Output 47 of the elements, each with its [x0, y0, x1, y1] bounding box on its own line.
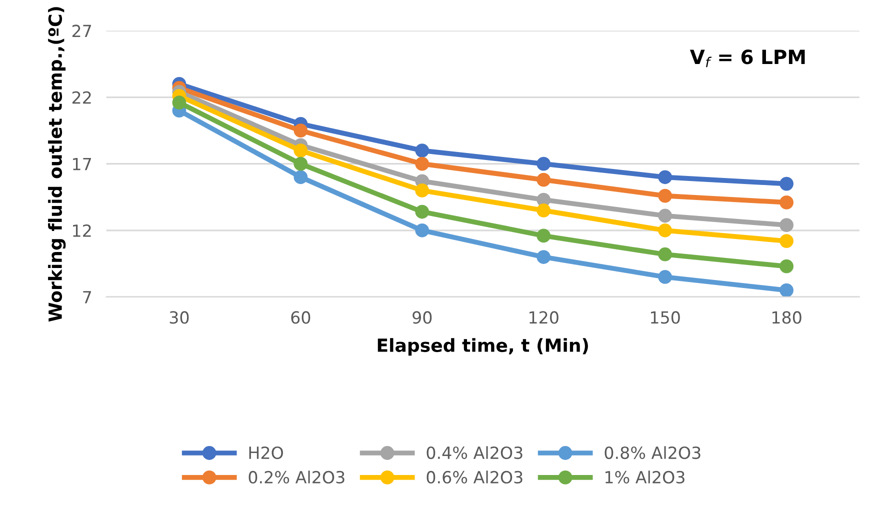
point [415, 184, 430, 198]
y-tick-label: 22 [72, 91, 91, 104]
point [658, 208, 672, 223]
x-tick-label: 30 [170, 311, 189, 324]
x-tick-label: 150 [650, 311, 680, 324]
legend-label: 0.6% Al2O3 [426, 470, 522, 484]
x-tick-label: 180 [772, 311, 802, 324]
legend-label: 0.4% Al2O3 [426, 446, 522, 460]
point [415, 156, 430, 171]
point [780, 218, 794, 232]
y-tick-label: 7 [83, 291, 92, 304]
point [172, 96, 186, 110]
annotation: V$_{f}$ = 6 LPM [690, 50, 805, 68]
point [415, 144, 430, 158]
point [415, 223, 430, 238]
legend-label: H2O [249, 446, 283, 460]
y-tick-label: 12 [73, 224, 91, 237]
legend-label: 1% Al2O3 [605, 470, 684, 484]
y-axis-title: Working fluid outlet temp.,(ºC) [48, 7, 66, 322]
legend-label: 0.8% Al2O3 [604, 446, 700, 460]
x-tick-label: 60 [291, 311, 310, 324]
point [536, 203, 551, 218]
point [780, 259, 794, 274]
point [536, 250, 551, 264]
x-tick-label: 90 [412, 311, 432, 324]
point [536, 228, 551, 243]
point [294, 124, 308, 138]
point [294, 170, 308, 184]
x-axis-title: Elapsed time, t (Min) [378, 338, 588, 356]
legend-label: 0.2% Al2O3 [248, 470, 344, 484]
x-tick-label: 120 [530, 311, 558, 324]
y-tick-label: 27 [72, 24, 92, 38]
point [294, 144, 308, 158]
point [536, 156, 551, 171]
point [780, 283, 794, 297]
point [658, 170, 672, 184]
point [780, 196, 794, 210]
point [415, 204, 430, 219]
point [780, 234, 794, 248]
point [658, 247, 672, 262]
point [658, 223, 672, 238]
point [658, 188, 672, 203]
y-tick-label: 17 [73, 158, 92, 170]
point [658, 270, 672, 284]
point [780, 176, 794, 191]
point [294, 156, 308, 171]
point [536, 172, 551, 187]
